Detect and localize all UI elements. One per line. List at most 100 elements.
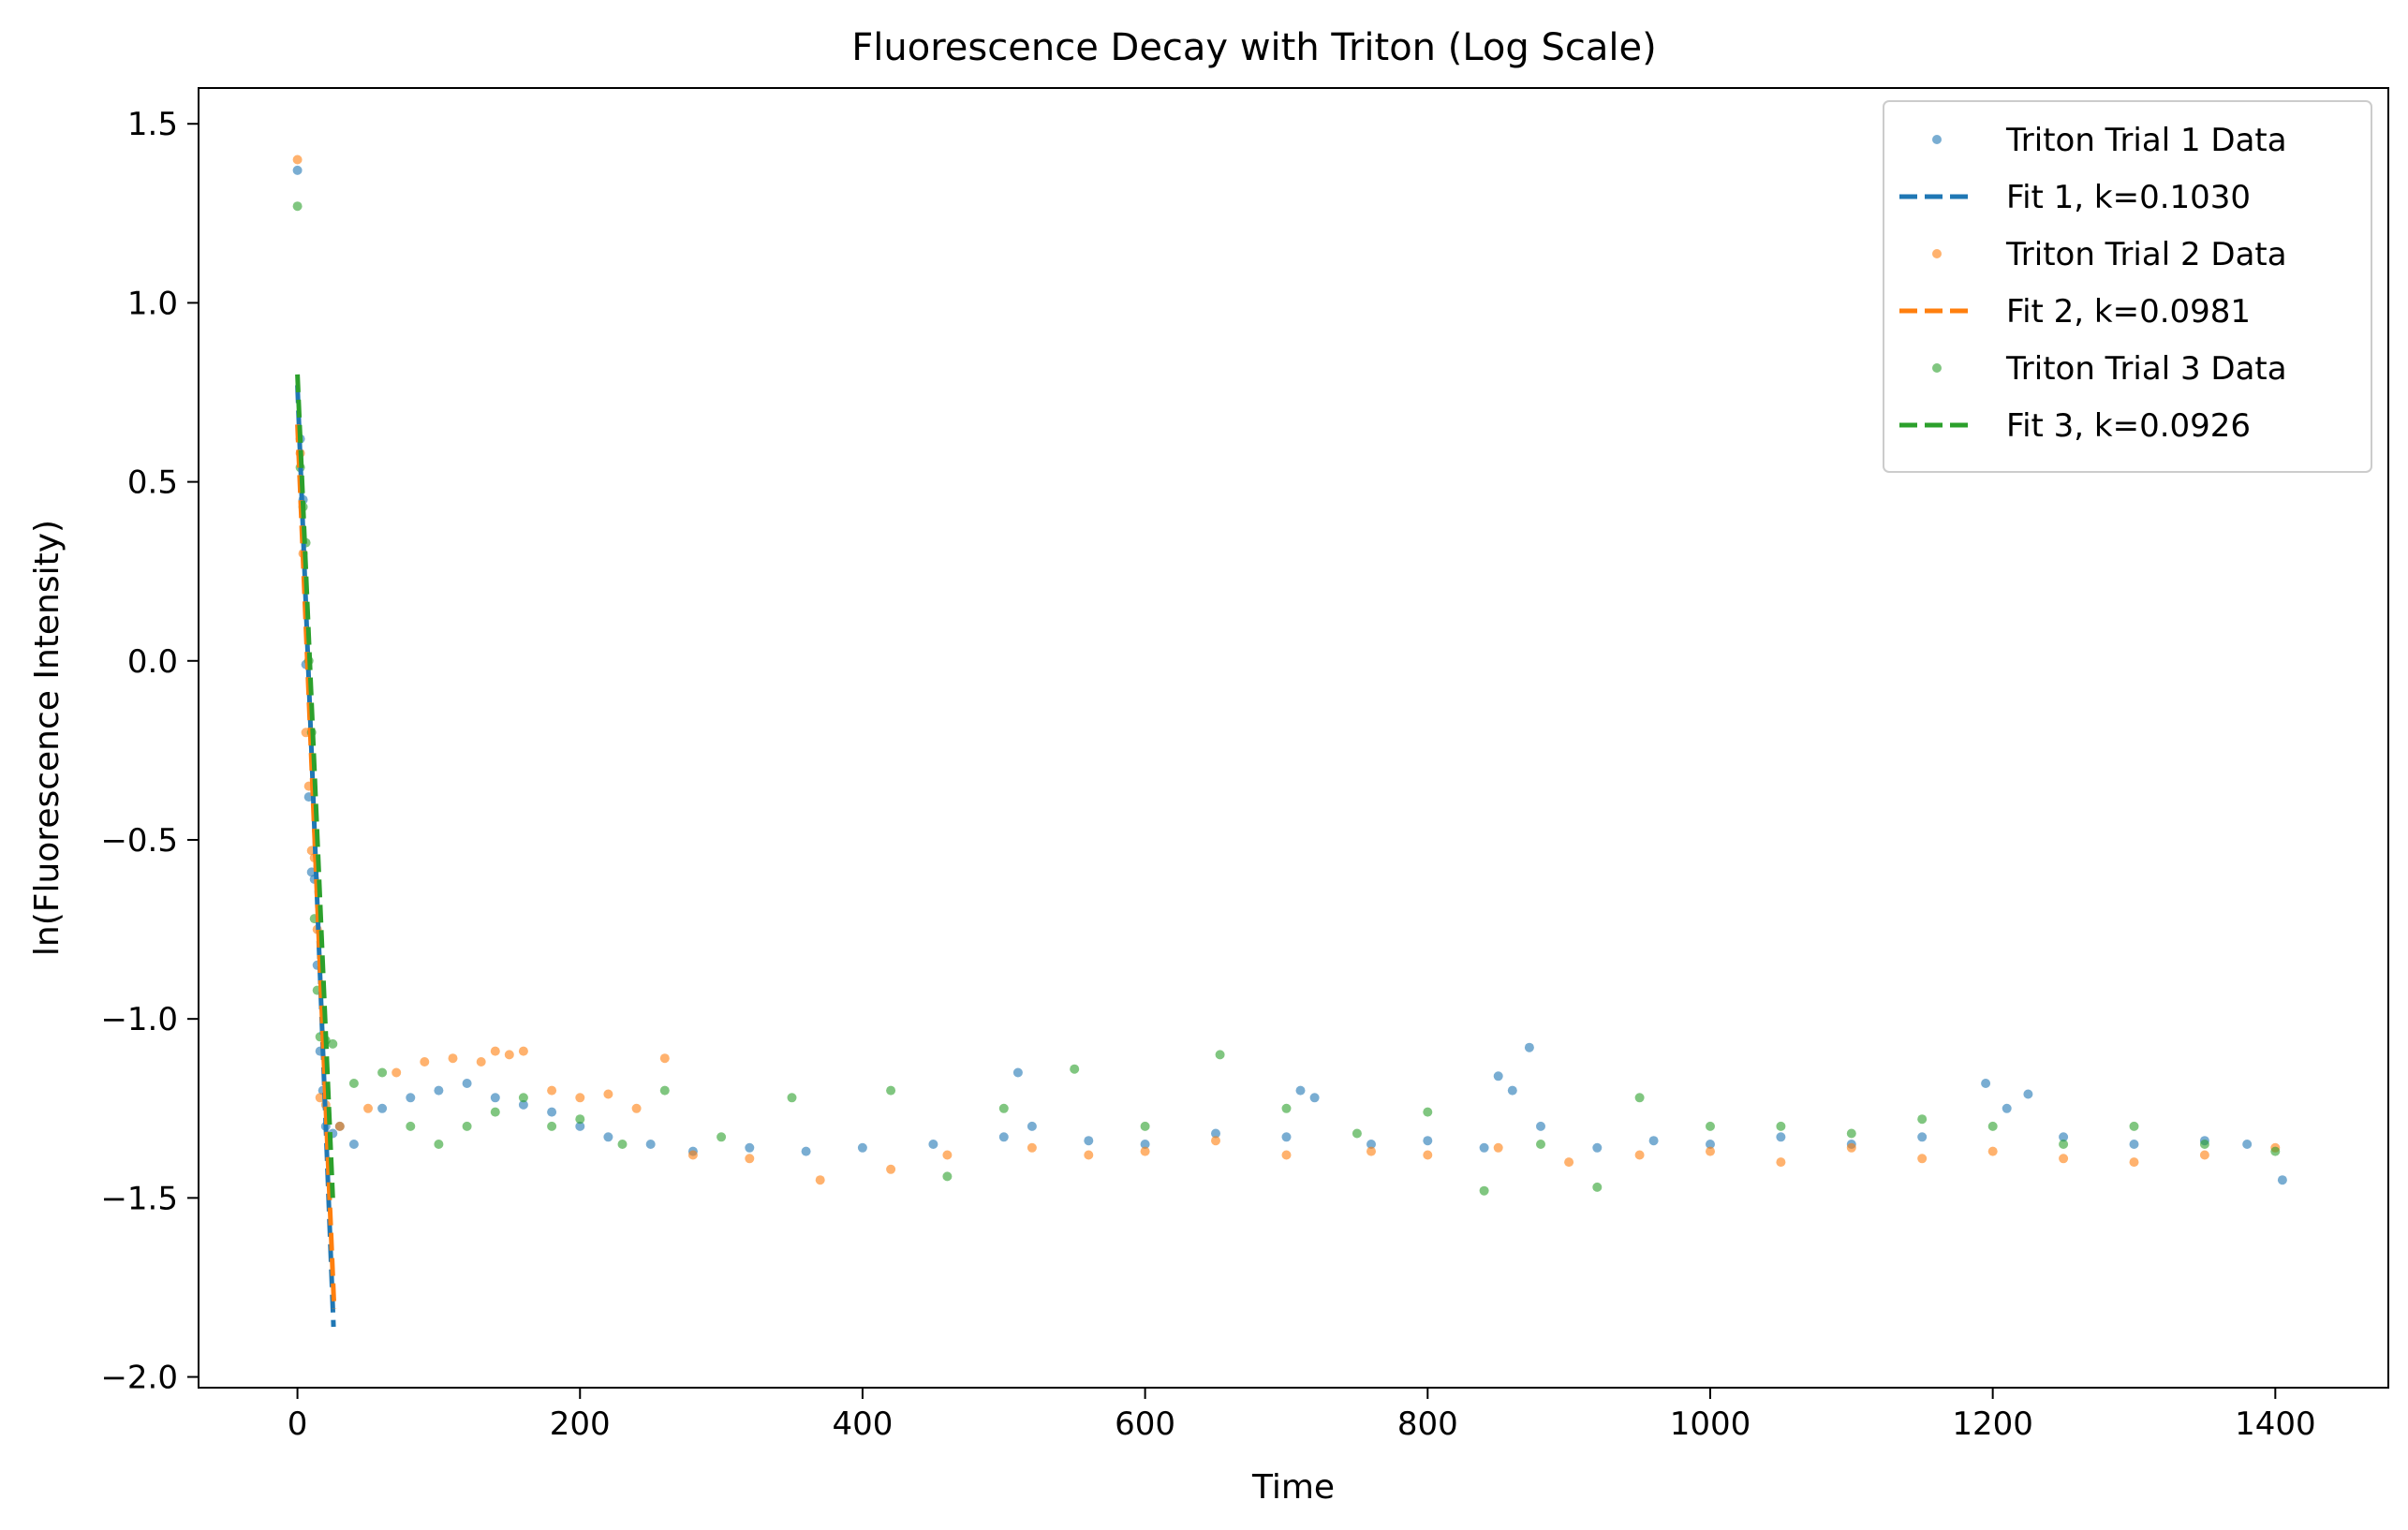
data-point bbox=[490, 1107, 500, 1117]
data-point bbox=[645, 1140, 656, 1149]
data-point bbox=[1140, 1140, 1150, 1149]
data-point bbox=[2129, 1140, 2139, 1149]
data-point bbox=[434, 1085, 444, 1096]
data-point bbox=[1423, 1107, 1433, 1117]
data-point bbox=[1027, 1142, 1037, 1153]
data-point bbox=[745, 1154, 755, 1164]
legend-label: Fit 2, k=0.0981 bbox=[2006, 293, 2251, 331]
data-point bbox=[603, 1132, 613, 1142]
data-point bbox=[603, 1089, 613, 1099]
legend-label: Fit 3, k=0.0926 bbox=[2006, 407, 2251, 445]
data-point bbox=[1493, 1071, 1503, 1081]
data-point bbox=[1987, 1121, 1998, 1131]
data-point bbox=[716, 1132, 727, 1142]
data-point bbox=[1987, 1146, 1998, 1156]
data-point bbox=[1564, 1157, 1574, 1168]
data-point bbox=[547, 1085, 557, 1096]
data-point bbox=[659, 1053, 670, 1064]
data-point bbox=[2059, 1132, 2069, 1142]
data-point bbox=[2270, 1146, 2281, 1156]
data-point bbox=[1846, 1142, 1856, 1153]
data-point bbox=[518, 1046, 528, 1056]
plot-area bbox=[292, 154, 2287, 1328]
y-tick-label: −0.5 bbox=[100, 822, 178, 860]
data-point bbox=[1211, 1136, 1220, 1146]
data-point bbox=[1215, 1050, 1225, 1060]
data-point bbox=[1706, 1140, 1715, 1149]
y-tick-label: −2.0 bbox=[100, 1360, 178, 1397]
data-point bbox=[1295, 1085, 1306, 1096]
data-point bbox=[631, 1103, 642, 1113]
data-point bbox=[1592, 1142, 1603, 1153]
data-point bbox=[745, 1142, 755, 1153]
x-tick-label: 600 bbox=[1115, 1405, 1175, 1443]
data-point bbox=[2129, 1157, 2139, 1168]
data-point bbox=[292, 154, 303, 165]
data-point bbox=[434, 1140, 444, 1149]
y-tick-label: −1.0 bbox=[100, 1001, 178, 1038]
data-point bbox=[348, 1079, 359, 1088]
data-point bbox=[942, 1150, 953, 1160]
data-point bbox=[518, 1099, 528, 1110]
legend-box bbox=[1883, 100, 2372, 473]
data-point bbox=[1706, 1121, 1715, 1131]
data-point bbox=[1776, 1132, 1786, 1142]
data-point bbox=[575, 1121, 585, 1131]
legend-marker bbox=[1932, 135, 1942, 144]
data-point bbox=[490, 1046, 500, 1056]
data-point bbox=[1423, 1136, 1433, 1146]
data-point bbox=[377, 1067, 388, 1078]
data-point bbox=[787, 1093, 797, 1103]
legend-label: Triton Trial 2 Data bbox=[2005, 236, 2287, 273]
data-point bbox=[1536, 1121, 1545, 1131]
x-tick-label: 1400 bbox=[2235, 1405, 2316, 1443]
data-point bbox=[547, 1107, 557, 1117]
data-point bbox=[2059, 1154, 2069, 1164]
data-point bbox=[928, 1140, 938, 1149]
fit-line bbox=[295, 424, 337, 1310]
data-point bbox=[575, 1093, 585, 1103]
data-point bbox=[942, 1171, 953, 1182]
data-point bbox=[801, 1146, 811, 1156]
x-tick-label: 800 bbox=[1397, 1405, 1458, 1443]
data-point bbox=[2199, 1150, 2209, 1160]
data-point bbox=[1140, 1121, 1150, 1131]
data-point bbox=[2277, 1175, 2287, 1185]
data-point bbox=[1084, 1150, 1094, 1160]
data-point bbox=[348, 1140, 359, 1149]
data-point bbox=[1140, 1146, 1150, 1156]
x-tick-label: 1000 bbox=[1670, 1405, 1751, 1443]
legend-marker bbox=[1932, 363, 1942, 373]
data-point bbox=[998, 1103, 1009, 1113]
y-tick-label: 0.5 bbox=[127, 464, 178, 502]
plot-frame bbox=[198, 87, 2389, 1389]
data-point bbox=[448, 1053, 458, 1064]
data-point bbox=[886, 1164, 896, 1174]
data-point bbox=[1917, 1132, 1928, 1142]
data-point bbox=[815, 1175, 825, 1185]
x-tick-label: 200 bbox=[550, 1405, 611, 1443]
data-point bbox=[490, 1093, 500, 1103]
legend-label: Triton Trial 1 Data bbox=[2005, 122, 2287, 159]
data-point bbox=[1634, 1150, 1645, 1160]
y-tick-label: −1.5 bbox=[100, 1180, 178, 1217]
data-point bbox=[1917, 1114, 1928, 1125]
chart-title: Fluorescence Decay with Triton (Log Scal… bbox=[851, 26, 1656, 69]
data-point bbox=[575, 1114, 585, 1125]
data-point bbox=[476, 1057, 486, 1067]
data-point bbox=[1507, 1085, 1517, 1096]
data-point bbox=[1592, 1182, 1603, 1192]
data-point bbox=[1367, 1146, 1376, 1156]
data-point bbox=[1070, 1064, 1080, 1074]
data-point bbox=[1281, 1103, 1292, 1113]
x-tick-label: 1200 bbox=[1952, 1405, 2033, 1443]
legend-marker bbox=[1932, 249, 1942, 258]
data-point bbox=[504, 1050, 514, 1060]
data-point bbox=[328, 1038, 338, 1049]
y-tick-label: 0.0 bbox=[127, 643, 178, 681]
x-axis-label: Time bbox=[1251, 1468, 1335, 1507]
data-point bbox=[1981, 1079, 1991, 1088]
legend-label: Triton Trial 3 Data bbox=[2005, 350, 2287, 388]
data-point bbox=[2059, 1140, 2069, 1149]
data-point bbox=[1536, 1140, 1545, 1149]
